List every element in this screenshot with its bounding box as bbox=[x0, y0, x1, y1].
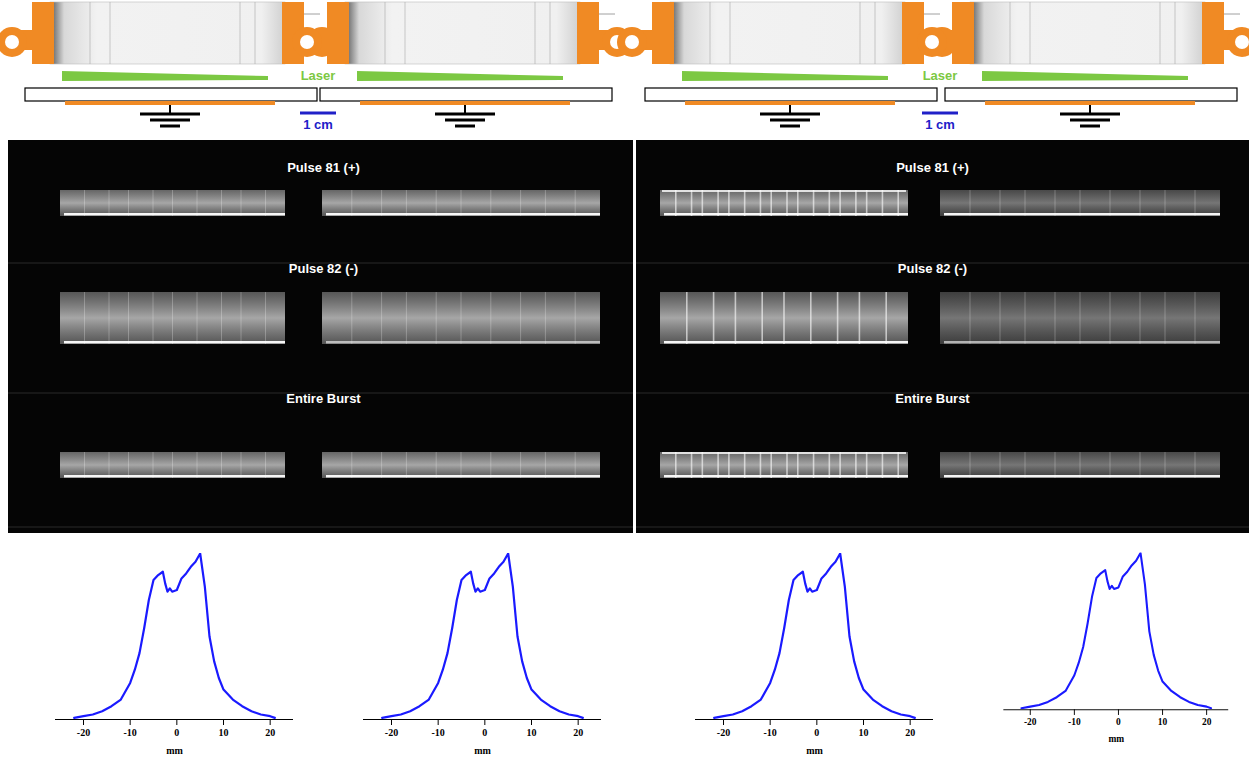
svg-text:0: 0 bbox=[482, 727, 487, 738]
svg-text:Laser: Laser bbox=[923, 68, 958, 83]
svg-text:20: 20 bbox=[573, 727, 583, 738]
svg-text:Entire Burst: Entire Burst bbox=[286, 391, 361, 406]
svg-text:mm: mm bbox=[806, 745, 823, 756]
svg-text:20: 20 bbox=[265, 727, 275, 738]
svg-text:10: 10 bbox=[219, 727, 229, 738]
svg-text:-20: -20 bbox=[77, 727, 90, 738]
svg-text:Pulse 82 (-): Pulse 82 (-) bbox=[898, 261, 967, 276]
svg-text:Entire Burst: Entire Burst bbox=[895, 391, 970, 406]
svg-text:-10: -10 bbox=[123, 727, 136, 738]
svg-text:mm: mm bbox=[1108, 734, 1124, 744]
svg-text:mm: mm bbox=[166, 745, 183, 756]
svg-text:Laser: Laser bbox=[301, 68, 336, 83]
svg-text:-20: -20 bbox=[717, 727, 730, 738]
svg-text:20: 20 bbox=[905, 727, 915, 738]
svg-text:10: 10 bbox=[859, 727, 869, 738]
svg-text:0: 0 bbox=[174, 727, 179, 738]
svg-text:20: 20 bbox=[1202, 717, 1212, 727]
svg-text:-10: -10 bbox=[763, 727, 776, 738]
svg-text:-10: -10 bbox=[1068, 717, 1081, 727]
svg-text:0: 0 bbox=[1116, 717, 1121, 727]
svg-text:Pulse 81 (+): Pulse 81 (+) bbox=[287, 160, 360, 175]
svg-text:1 cm: 1 cm bbox=[303, 117, 333, 132]
svg-text:-20: -20 bbox=[385, 727, 398, 738]
svg-text:Pulse 82 (-): Pulse 82 (-) bbox=[289, 261, 358, 276]
svg-text:-20: -20 bbox=[1024, 717, 1037, 727]
svg-text:Pulse 81 (+): Pulse 81 (+) bbox=[896, 160, 969, 175]
svg-text:mm: mm bbox=[474, 745, 491, 756]
svg-text:10: 10 bbox=[1158, 717, 1168, 727]
svg-text:-10: -10 bbox=[431, 727, 444, 738]
svg-text:10: 10 bbox=[527, 727, 537, 738]
svg-text:1 cm: 1 cm bbox=[925, 117, 955, 132]
svg-text:0: 0 bbox=[814, 727, 819, 738]
